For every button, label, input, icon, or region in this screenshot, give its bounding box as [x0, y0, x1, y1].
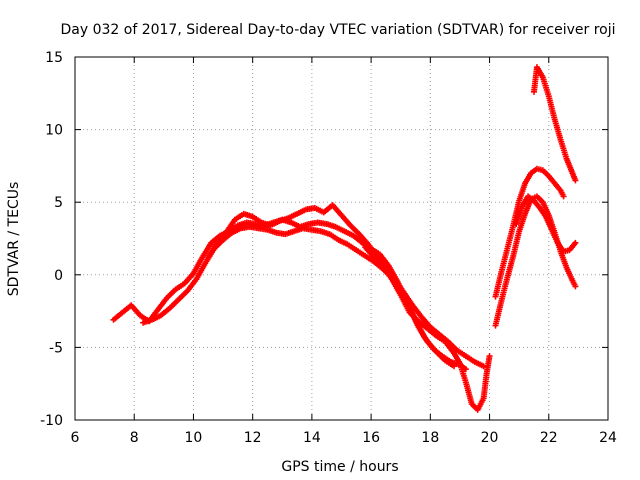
x-tick-label: 12 [244, 430, 262, 446]
data-point [451, 363, 458, 370]
series-4 [362, 244, 493, 413]
x-tick-label: 18 [421, 430, 439, 446]
y-tick-label: -5 [49, 340, 63, 356]
plot-frame [74, 56, 609, 421]
x-tick-label: 24 [599, 430, 617, 446]
x-axis-label: GPS time / hours [281, 459, 398, 475]
x-tick-label: 6 [71, 430, 80, 446]
y-tick-label: 0 [54, 268, 63, 284]
y-tick-label: -10 [40, 413, 63, 429]
y-tick-label: 5 [54, 195, 63, 211]
data-point [560, 193, 567, 200]
y-tick-label: 10 [45, 123, 63, 139]
data-point [486, 353, 493, 360]
y-tick-labels: 15 10 5 0 -5 -10 [40, 50, 63, 429]
x-tick-label: 20 [481, 430, 499, 446]
data-points [110, 64, 579, 413]
series-6 [492, 165, 567, 300]
chart-title: Day 032 of 2017, Sidereal Day-to-day VTE… [60, 22, 615, 38]
data-point [572, 177, 579, 184]
series-8 [530, 64, 579, 184]
gridlines [75, 57, 608, 420]
x-tick-labels: 6 8 10 12 14 16 18 20 22 24 [71, 430, 617, 446]
x-tick-label: 22 [540, 430, 558, 446]
x-tick-label: 8 [130, 430, 139, 446]
x-tick-label: 14 [303, 430, 321, 446]
y-tick-label: 15 [45, 50, 63, 66]
data-point [572, 283, 579, 290]
y-axis-label: SDTVAR / TECUs [6, 182, 22, 297]
x-tick-label: 16 [362, 430, 380, 446]
x-tick-label: 10 [185, 430, 203, 446]
data-point [572, 239, 579, 246]
series-2 [140, 223, 458, 370]
series-7 [513, 193, 579, 255]
